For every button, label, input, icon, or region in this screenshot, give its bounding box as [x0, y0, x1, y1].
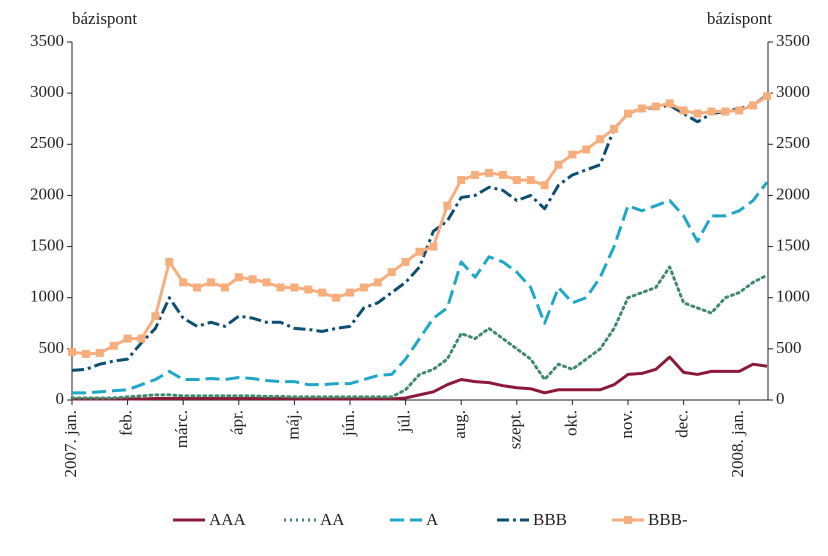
series-marker [95, 348, 104, 357]
series-marker [262, 278, 271, 287]
series-marker [512, 176, 521, 185]
series-marker [471, 170, 480, 179]
series-marker [401, 257, 410, 266]
series-marker [554, 160, 563, 169]
y2-tick-label: 2000 [776, 184, 810, 203]
series-marker [318, 288, 327, 297]
y2-tick-label: 1500 [776, 235, 810, 254]
series-marker [207, 278, 215, 287]
series-marker [151, 312, 160, 321]
series-marker [346, 288, 354, 297]
series-marker [429, 242, 438, 251]
series-marker [373, 278, 382, 287]
x-tick-label: 2007. jan. [61, 410, 80, 478]
series-marker [540, 181, 549, 190]
y-tick-label: 3500 [30, 31, 64, 50]
series-marker [596, 135, 605, 144]
y-tick-label: 1000 [30, 287, 64, 306]
series-marker [457, 176, 466, 185]
series-marker [637, 104, 646, 113]
series-line [71, 93, 768, 372]
series-marker [415, 247, 424, 256]
y-tick-label: 2500 [30, 133, 64, 152]
x-tick-label: júl. [395, 410, 414, 433]
x-tick-label: dec. [673, 410, 692, 438]
series-marker [665, 99, 674, 108]
series-marker [290, 283, 299, 292]
series-marker [304, 285, 313, 294]
series-line [72, 355, 768, 401]
series-marker [81, 349, 90, 358]
series-marker [624, 109, 632, 118]
y2-axis-label: bázispont [707, 9, 772, 28]
x-tick-label: aug. [450, 410, 469, 439]
x-tick-label: márc. [172, 410, 191, 448]
series-marker [526, 176, 535, 185]
y-tick-label: 3000 [30, 82, 64, 101]
y2-tick-label: 0 [776, 389, 785, 408]
series-marker [443, 201, 452, 210]
series-marker [193, 283, 202, 292]
series-marker [248, 275, 257, 284]
legend-marker [624, 516, 632, 524]
y2-tick-label: 1000 [776, 287, 810, 306]
series-marker [68, 347, 76, 356]
series-marker [332, 293, 341, 302]
y2-tick-label: 2500 [776, 133, 810, 152]
series-marker [276, 283, 285, 292]
series-marker [387, 268, 396, 277]
series-marker [651, 102, 660, 111]
series-marker [165, 257, 174, 266]
series-marker [707, 107, 716, 116]
legend-label: BBB [533, 510, 567, 529]
series-marker [568, 150, 577, 159]
series-marker [179, 278, 188, 287]
x-tick-label: feb. [117, 410, 136, 436]
x-tick-label: nov. [617, 410, 636, 439]
x-tick-label: okt. [561, 410, 580, 436]
y-tick-label: 500 [39, 338, 65, 357]
y-tick-label: 1500 [30, 235, 64, 254]
series-marker [109, 341, 118, 350]
series-line [70, 265, 769, 400]
y-tick-label: 0 [56, 389, 65, 408]
series-marker [498, 170, 507, 179]
y-tick-label: 2000 [30, 184, 64, 203]
series-marker [234, 273, 243, 282]
x-tick-label: szept. [506, 410, 525, 449]
series-marker [485, 168, 493, 177]
y2-tick-label: 3500 [776, 31, 810, 50]
series-marker [582, 145, 591, 154]
series-line [71, 94, 768, 356]
series-marker [735, 106, 744, 115]
series-marker [679, 106, 688, 115]
series-marker [123, 334, 132, 343]
series-marker [137, 334, 146, 343]
x-tick-label: 2008. jan. [728, 410, 747, 478]
legend-label: BBB- [648, 510, 688, 529]
series-marker [721, 107, 730, 116]
legend-label: AA [320, 510, 345, 529]
legend-label: A [426, 510, 439, 529]
y-axis-label: bázispont [72, 9, 137, 28]
series-marker [610, 124, 619, 133]
series-marker [763, 92, 771, 101]
x-tick-label: ápr. [228, 410, 247, 435]
series-marker [220, 283, 229, 292]
x-tick-label: máj. [283, 410, 302, 440]
series-marker [359, 283, 368, 292]
x-tick-label: jún. [339, 410, 358, 437]
y2-tick-label: 500 [776, 338, 802, 357]
series-marker [693, 109, 702, 118]
series-marker [749, 101, 758, 110]
series-line [72, 181, 769, 395]
legend-label: AAA [209, 510, 247, 529]
y2-tick-label: 3000 [776, 82, 810, 101]
